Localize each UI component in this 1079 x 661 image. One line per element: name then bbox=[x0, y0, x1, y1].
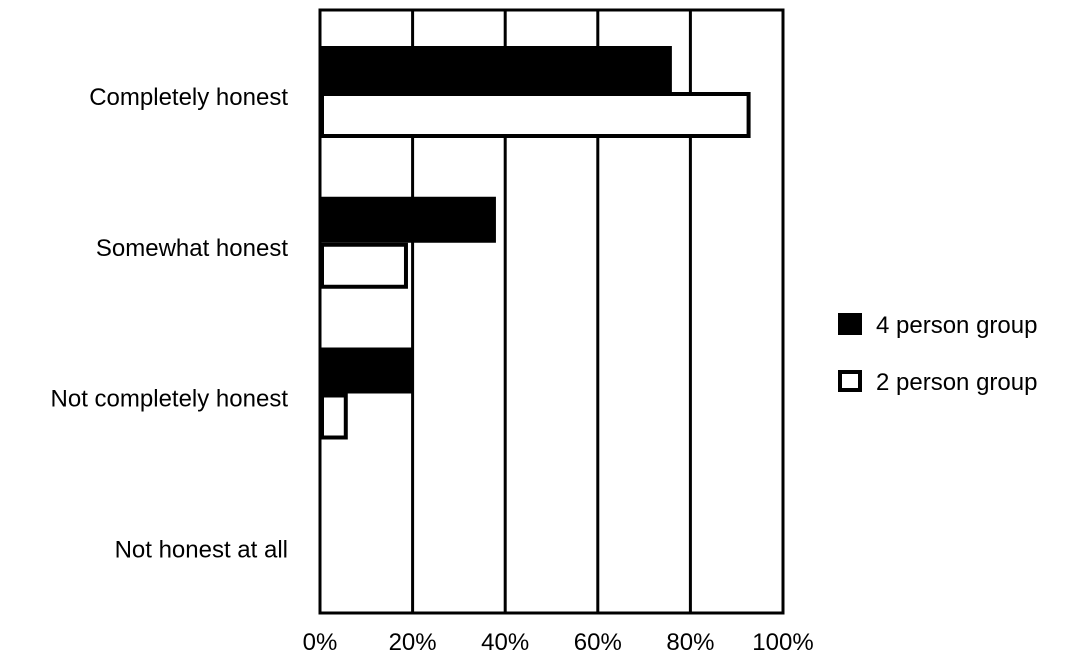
x-tick-label: 100% bbox=[752, 629, 813, 656]
x-tick-label: 40% bbox=[481, 629, 529, 656]
bars bbox=[320, 46, 751, 440]
category-label: Not honest at all bbox=[115, 536, 288, 563]
bar-four-person bbox=[320, 46, 672, 92]
bar-two-person bbox=[320, 242, 408, 289]
plot-border bbox=[318, 8, 785, 615]
category-label: Completely honest bbox=[89, 84, 288, 111]
category-labels: Completely honest Somewhat honest Not comp… bbox=[51, 84, 289, 563]
category-label: Not completely honest bbox=[51, 386, 289, 413]
legend-label: 2 person group bbox=[876, 369, 1037, 396]
legend-swatch bbox=[838, 313, 862, 335]
x-tick-label: 80% bbox=[666, 629, 714, 656]
bar-four-person bbox=[320, 347, 413, 394]
bar-four-person bbox=[320, 196, 496, 243]
x-tick-label: 0% bbox=[303, 629, 338, 656]
legend-swatch bbox=[838, 370, 862, 392]
x-tick-label: 20% bbox=[389, 629, 437, 656]
x-tick-label: 60% bbox=[574, 629, 622, 656]
plot-frame bbox=[318, 8, 785, 615]
legend: 4 person group 2 person group bbox=[838, 312, 1037, 396]
category-label: Somewhat honest bbox=[96, 235, 288, 262]
bar-two-person bbox=[320, 92, 751, 138]
bar-two-person bbox=[320, 393, 348, 440]
legend-label: 4 person group bbox=[876, 312, 1037, 339]
x-tick-labels: 0% 20% 40% 60% 80% 100% bbox=[303, 629, 814, 656]
